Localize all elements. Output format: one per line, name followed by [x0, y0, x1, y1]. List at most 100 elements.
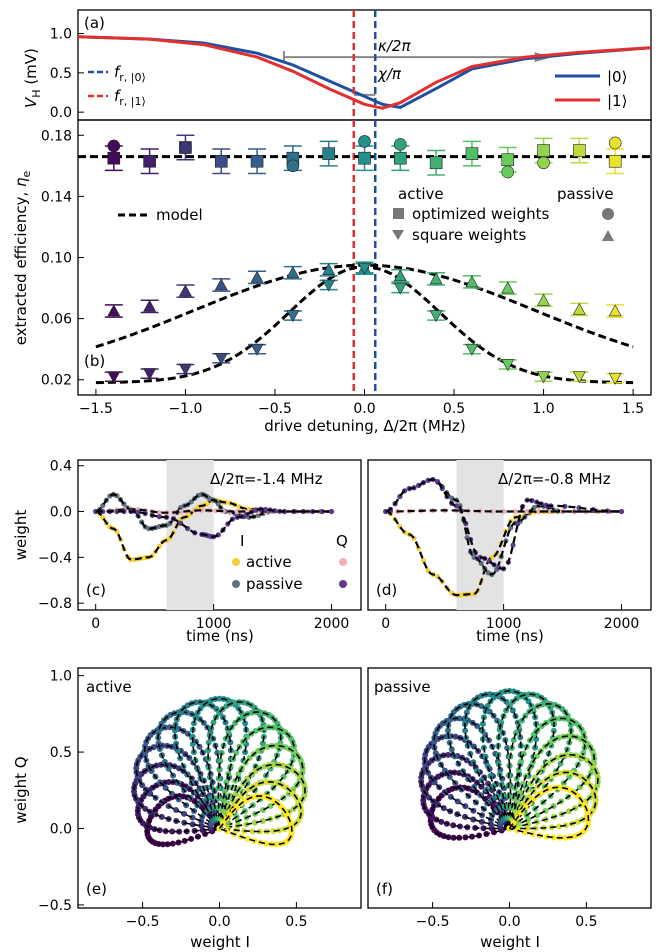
trajectory-point [181, 810, 188, 817]
weight-point [319, 508, 325, 515]
trajectory-point [516, 789, 523, 796]
chi-label: χ/π [377, 65, 402, 83]
x-tick-label: 0.0 [208, 914, 230, 930]
weight-point [234, 508, 240, 515]
point-square-passive [143, 368, 157, 381]
trajectory-point [142, 752, 149, 759]
trajectory-point [444, 727, 451, 734]
trajectory-point [563, 752, 570, 759]
point-square-active [143, 299, 157, 312]
legend-state0-label: |0⟩ [607, 68, 627, 86]
legend-vlines: fr, |0⟩ fr, |1⟩ [88, 63, 146, 108]
point-square-passive [572, 371, 586, 384]
panel-c-ylabel: weight [12, 510, 30, 561]
trajectory-point [259, 806, 266, 813]
point-square-passive [357, 262, 372, 275]
panel-d-xlabel: time (ns) [476, 627, 544, 645]
y-tick-label: 0.0 [50, 822, 72, 838]
trajectory-point [189, 814, 196, 821]
point-optimized-active [358, 151, 371, 165]
trajectory-point [518, 758, 525, 765]
panel-c-title: Δ/2π=-1.4 MHz [210, 470, 323, 488]
x-tick-label: −1.0 [168, 401, 202, 417]
panel-b-ylabel: extracted efficiency, ηe [12, 170, 33, 345]
trajectory-model [464, 693, 522, 829]
panel-e-xlabel: weight I [190, 933, 250, 951]
trajectory-model [422, 771, 511, 830]
trajectory-point [539, 701, 546, 708]
trajectory-model [218, 795, 293, 846]
legend-c-active: active [246, 553, 292, 571]
panel-f-xlabel: weight I [480, 933, 540, 951]
trajectory-model [135, 744, 221, 830]
panel-e: active (e) weight Q 1.0 0.5 0.0 −0.5 −0.5 0.… [12, 667, 362, 951]
weight-point [177, 509, 184, 515]
trajectory-point [487, 821, 494, 828]
panel-b-xlabel: drive detuning, Δ/2π (MHz) [264, 417, 466, 435]
weight-point [156, 514, 162, 520]
legend-model-label: model [156, 206, 203, 224]
x-tick-label: −1.5 [79, 401, 113, 417]
trajectory-point [555, 734, 562, 741]
x-tick-label: 0 [381, 616, 390, 632]
legend-f1-label: fr, |1⟩ [114, 87, 146, 108]
point-square-active [608, 304, 622, 317]
trajectory-point [562, 834, 569, 841]
y-tick-label: 1.0 [50, 27, 72, 43]
trajectory-point [450, 822, 457, 829]
legend-optimized-label: optimized weights [412, 205, 549, 223]
weight-point [510, 542, 516, 548]
trajectory-model [508, 786, 590, 839]
point-square-active [178, 284, 192, 297]
trajectory-point [438, 818, 445, 825]
trajectory-point [533, 736, 540, 743]
panel-d-frame [367, 459, 652, 611]
trajectory-point [216, 766, 223, 773]
trajectory-point [223, 828, 230, 835]
point-optimized-active [501, 153, 515, 167]
trajectory-point [261, 724, 268, 731]
point-square-passive [608, 372, 622, 385]
trajectory-point [456, 715, 463, 722]
trajectory-point [205, 747, 212, 754]
point-square-active [322, 263, 336, 276]
trajectory-point [514, 827, 521, 834]
point-optimized-active [573, 144, 586, 157]
trajectory-point [270, 828, 277, 835]
trajectory-point [227, 739, 234, 746]
legend-I-label: I [240, 532, 244, 550]
x-tick-label: 0.0 [498, 914, 520, 930]
weight-point [262, 506, 269, 513]
legend-square-marker [393, 208, 404, 219]
x-tick-label: 0.5 [575, 914, 597, 930]
trajectory-model [420, 753, 511, 830]
trajectory-point [248, 709, 255, 716]
trajectory-point [273, 841, 280, 848]
point-optimized-active [322, 147, 335, 160]
weight-point [93, 508, 99, 515]
trajectory-point [235, 771, 242, 778]
y-tick-label: 1.0 [50, 669, 72, 685]
weight-point [618, 508, 625, 515]
trajectory-model [133, 763, 221, 830]
trajectory-point [557, 760, 564, 767]
panel-a-letter: (a) [84, 14, 105, 32]
legend-passive-Q-dot [339, 580, 347, 588]
panel-e-ylabel: weight Q [12, 756, 30, 823]
trajectory-point [550, 727, 557, 734]
legend-up-triangle-marker [602, 230, 614, 241]
trajectory-model [218, 726, 296, 830]
trajectory-point [205, 739, 212, 746]
trajectory-point [513, 729, 520, 736]
point-optimized-active [537, 144, 550, 157]
panel-b-letter: (b) [84, 352, 105, 370]
point-optimized-active [250, 154, 264, 168]
trajectory-point [498, 719, 505, 726]
legend-state1-label: |1⟩ [607, 92, 627, 110]
x-tick-label: −0.5 [258, 401, 292, 417]
panel-f-title: passive [374, 678, 431, 696]
trajectory-point [215, 775, 222, 782]
panel-b: (b) extracted efficiency, ηe 0.02 0.06 0.1… [12, 119, 652, 435]
point-optimized-passive [286, 159, 300, 173]
weight-model-line [95, 493, 332, 530]
